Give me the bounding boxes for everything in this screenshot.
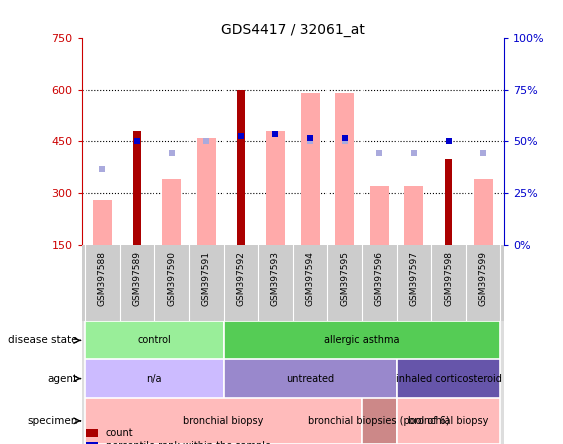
Text: agent: agent: [47, 373, 77, 384]
Text: specimen: specimen: [27, 416, 77, 426]
Text: GSM397597: GSM397597: [409, 251, 418, 306]
Text: GSM397594: GSM397594: [306, 251, 315, 306]
Bar: [445, 159, 452, 245]
Text: bronchial biopsy: bronchial biopsy: [408, 416, 489, 426]
Legend: count, percentile rank within the sample, value, Detection Call = ABSENT, rank, : count, percentile rank within the sample…: [87, 428, 271, 444]
Text: GSM397592: GSM397592: [236, 251, 245, 306]
Bar: [396, 360, 501, 398]
Bar: [93, 200, 112, 245]
Text: GSM397595: GSM397595: [340, 251, 349, 306]
Bar: [396, 398, 501, 444]
Text: GSM397593: GSM397593: [271, 251, 280, 306]
Bar: [162, 179, 181, 245]
Title: GDS4417 / 32061_at: GDS4417 / 32061_at: [221, 23, 365, 37]
Bar: [370, 186, 389, 245]
Bar: [196, 138, 216, 245]
Text: inhaled corticosteroid: inhaled corticosteroid: [396, 373, 502, 384]
Bar: [224, 321, 501, 360]
Bar: [85, 360, 224, 398]
Text: bronchial biopsies (pool of 6): bronchial biopsies (pool of 6): [309, 416, 450, 426]
Text: control: control: [137, 335, 171, 345]
Bar: [133, 131, 141, 245]
Text: allergic asthma: allergic asthma: [324, 335, 400, 345]
Bar: [85, 398, 362, 444]
Text: untreated: untreated: [286, 373, 334, 384]
Text: GSM397590: GSM397590: [167, 251, 176, 306]
Text: bronchial biopsy: bronchial biopsy: [184, 416, 263, 426]
Bar: [335, 93, 354, 245]
Text: GSM397591: GSM397591: [202, 251, 211, 306]
Text: GSM397588: GSM397588: [98, 251, 107, 306]
Text: n/a: n/a: [146, 373, 162, 384]
Bar: [362, 398, 396, 444]
Bar: [266, 131, 285, 245]
Bar: [301, 93, 320, 245]
Text: GSM397598: GSM397598: [444, 251, 453, 306]
Bar: [85, 321, 224, 360]
Bar: [224, 360, 396, 398]
Text: GSM397599: GSM397599: [479, 251, 488, 306]
Text: GSM397596: GSM397596: [375, 251, 384, 306]
Bar: [237, 90, 245, 245]
Bar: [404, 186, 423, 245]
Text: disease state: disease state: [8, 335, 77, 345]
Bar: [473, 179, 493, 245]
Text: GSM397589: GSM397589: [132, 251, 141, 306]
